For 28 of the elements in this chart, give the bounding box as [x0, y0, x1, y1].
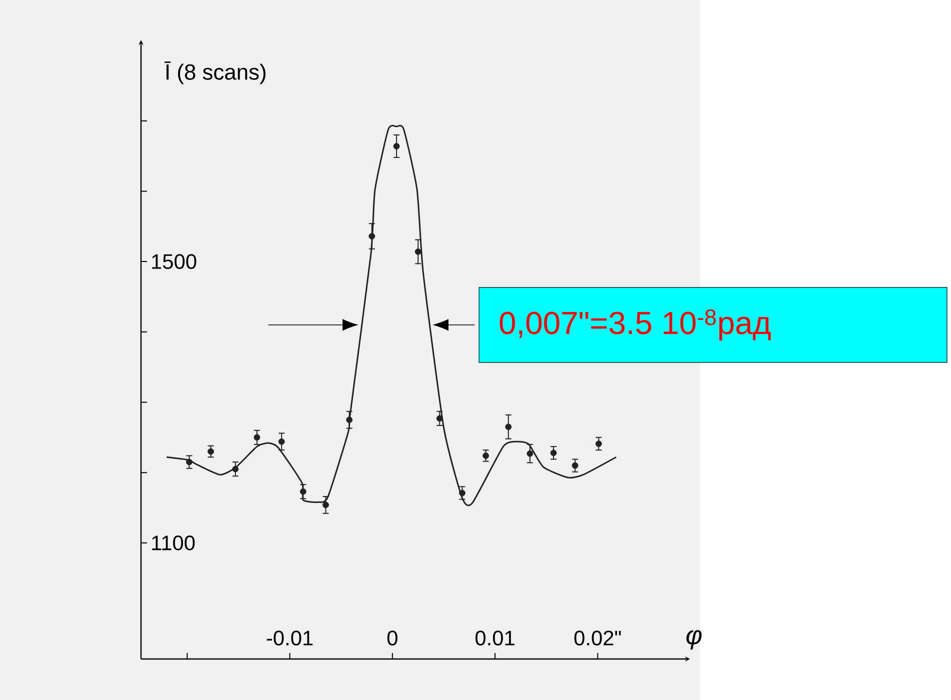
point	[414, 248, 422, 255]
point	[322, 502, 329, 508]
point	[572, 462, 578, 469]
point	[550, 450, 557, 456]
point	[459, 490, 466, 496]
x-tick-label: -0.01	[266, 630, 313, 646]
x-tick-label: 0.02"	[574, 630, 621, 646]
point	[232, 466, 239, 472]
annotation: 0,007"=3.5 10$^{-8}$рад	[500, 309, 771, 341]
point	[346, 416, 353, 424]
y-tick-label: 1500	[152, 254, 196, 269]
x-tick-label: 0.01	[475, 630, 514, 646]
point	[393, 143, 400, 150]
point	[436, 415, 443, 422]
point	[254, 434, 260, 441]
point	[300, 488, 306, 495]
x-tick-label: 0	[387, 630, 398, 646]
point	[526, 450, 534, 457]
y-tick-label: 1100	[152, 536, 195, 550]
x-axis-title: φ	[686, 630, 702, 650]
point	[505, 424, 512, 430]
point	[208, 448, 214, 455]
point	[595, 440, 602, 447]
point	[186, 458, 192, 466]
point	[278, 438, 285, 445]
point	[482, 452, 489, 459]
y-axis-title: Ī (8 scans)	[164, 62, 266, 84]
point	[368, 233, 376, 240]
